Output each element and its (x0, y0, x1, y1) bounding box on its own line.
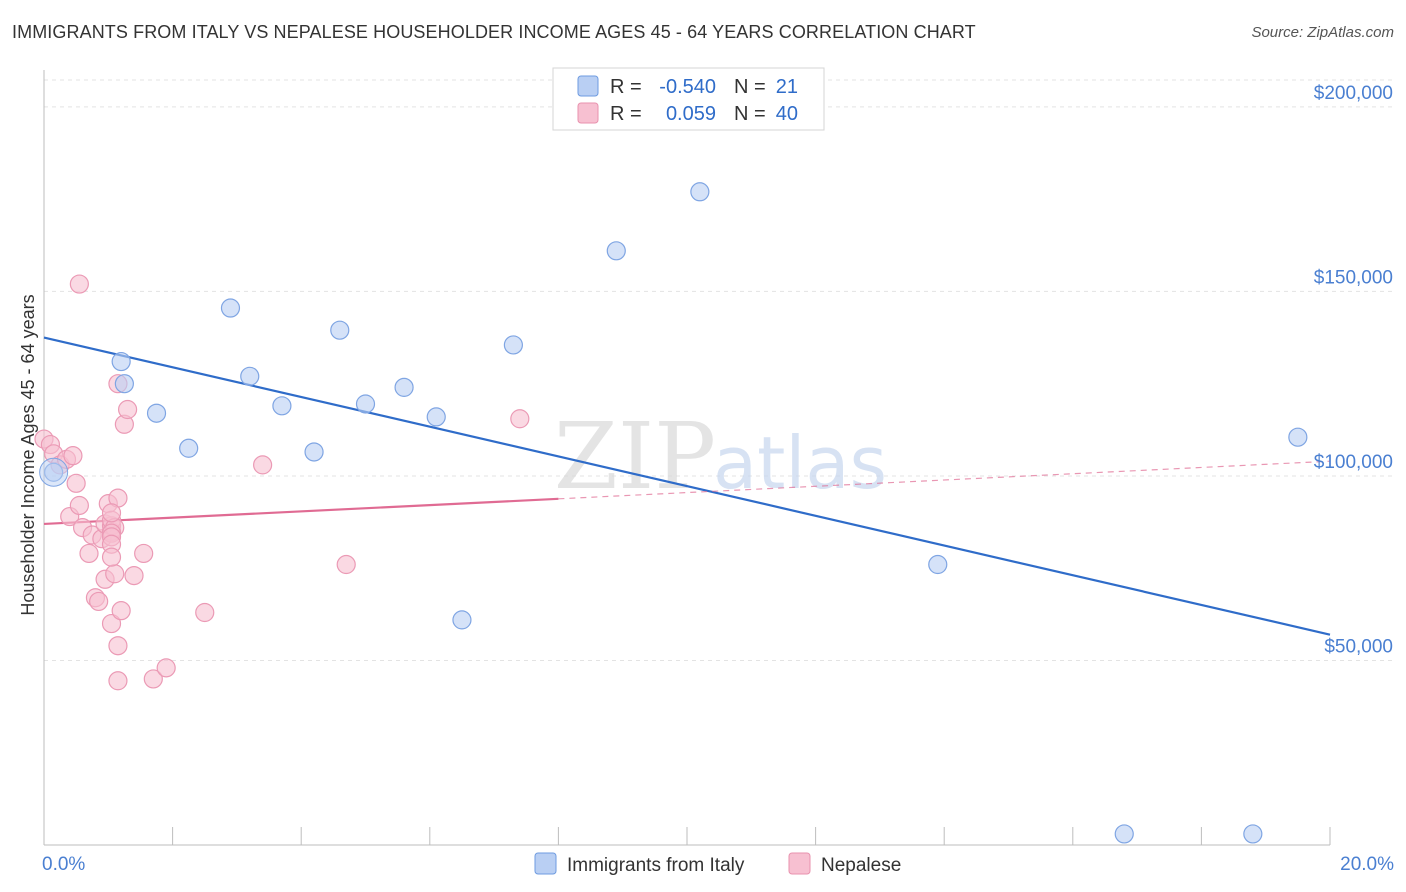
legend-r-value-1: -0.540 (659, 76, 716, 98)
point-italy (1114, 824, 1134, 844)
point-italy (452, 610, 472, 630)
point-italy (503, 335, 523, 355)
point-nepalese (143, 669, 163, 689)
point-nepalese (510, 409, 530, 429)
point-nepalese (108, 671, 128, 691)
point-italy (114, 374, 134, 394)
legend-n-label-1: N = (734, 76, 766, 98)
source-label: Source: ZipAtlas.com (1251, 24, 1394, 41)
trend-line-nepalese-extension (558, 460, 1331, 500)
point-italy (304, 442, 324, 462)
point-italy (426, 407, 446, 427)
legend-r-label-1: R = (610, 76, 642, 98)
series-swatch-italy (534, 852, 557, 875)
trend-line-italy (43, 336, 1331, 636)
point-nepalese (79, 543, 99, 564)
y-tick-label: $50,000 (1324, 636, 1393, 657)
watermark-atlas: atlas (713, 421, 887, 505)
point-nepalese (108, 636, 128, 656)
point-nepalese (69, 495, 89, 516)
data-points (34, 182, 1308, 844)
point-italy (179, 438, 199, 458)
point-nepalese (89, 591, 109, 612)
x-tick-label: 20.0% (1340, 854, 1394, 875)
point-nepalese (124, 565, 144, 586)
legend-n-value-2: 40 (776, 103, 798, 125)
point-nepalese (101, 503, 122, 523)
point-italy (394, 377, 414, 397)
legend-r-label-2: R = (610, 103, 642, 125)
watermark: ZIP atlas (554, 403, 887, 510)
legend-n-label-2: N = (734, 103, 766, 125)
point-italy (690, 182, 710, 202)
point-nepalese (156, 658, 176, 678)
point-nepalese (134, 543, 154, 564)
trend-line-nepalese (43, 497, 559, 526)
point-italy-cluster (39, 457, 69, 487)
axes (43, 70, 1331, 846)
legend-n-value-1: 21 (776, 76, 798, 98)
point-nepalese (101, 547, 122, 567)
point-nepalese (105, 564, 125, 584)
legend-r-value-2: 0.059 (666, 103, 716, 125)
chart-title: IMMIGRANTS FROM ITALY VS NEPALESE HOUSEH… (12, 22, 976, 42)
series-label-nepalese: Nepalese (821, 855, 901, 876)
point-italy (111, 351, 131, 372)
point-nepalese (117, 399, 138, 420)
y-tick-label: $200,000 (1314, 83, 1393, 104)
point-italy (240, 366, 260, 386)
legend-swatch-italy (577, 75, 599, 97)
series-label-italy: Immigrants from Italy (567, 855, 745, 876)
point-nepalese (66, 473, 86, 493)
point-italy (606, 241, 626, 261)
y-tick-label: $150,000 (1314, 267, 1393, 288)
series-swatch-nepalese (788, 852, 811, 875)
x-tick-labels: 0.0% 20.0% (42, 854, 1394, 875)
trend-lines (43, 336, 1331, 636)
point-nepalese (336, 554, 356, 575)
legend-swatch-nepalese (577, 102, 599, 124)
point-nepalese (101, 613, 122, 634)
legend: R = -0.540 N = 21 R = 0.059 N = 40 (552, 67, 825, 131)
point-italy (355, 394, 376, 414)
point-italy (928, 554, 948, 575)
x-tick-label: 0.0% (42, 854, 85, 875)
point-nepalese (253, 455, 273, 475)
point-nepalese (63, 446, 83, 466)
point-nepalese (69, 274, 89, 294)
y-axis-label: Householder Income Ages 45 - 64 years (18, 294, 38, 615)
point-italy (146, 403, 167, 423)
point-italy (272, 396, 292, 416)
point-nepalese (195, 602, 215, 623)
point-nepalese (111, 601, 131, 621)
point-italy (330, 320, 350, 340)
point-italy (1288, 427, 1308, 447)
point-italy (220, 298, 241, 318)
y-tick-label: $100,000 (1314, 452, 1393, 473)
point-italy (1243, 824, 1263, 844)
watermark-zip: ZIP (554, 403, 716, 510)
y-tick-labels: $50,000 $100,000 $150,000 $200,000 (1314, 83, 1393, 658)
series-legend: Immigrants from Italy Nepalese (534, 852, 901, 876)
